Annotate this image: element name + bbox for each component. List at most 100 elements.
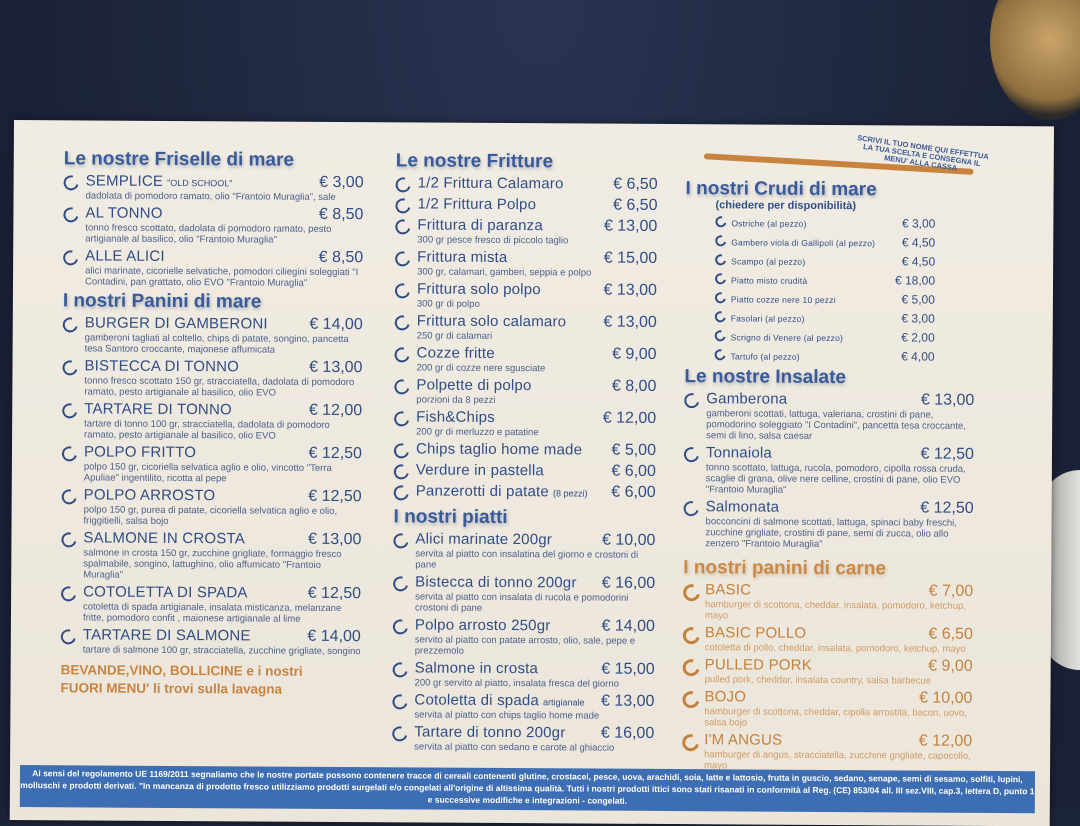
menu-item[interactable]: Tartufo (al pezzo) € 4,00 — [712, 346, 975, 366]
checkbox-circle-icon[interactable] — [389, 691, 411, 713]
checkbox-circle-icon[interactable] — [712, 347, 728, 363]
menu-item[interactable]: Cozze fritte € 9,00 200 gr di cozze nere… — [391, 344, 657, 375]
item-description: alici marinate, cicorielle selvatiche, p… — [84, 265, 359, 289]
menu-item[interactable]: Bistecca di tonno € 13,00 tonno fresco s… — [59, 357, 363, 399]
checkbox-circle-icon[interactable] — [712, 309, 728, 325]
checkbox-circle-icon[interactable] — [391, 440, 412, 462]
menu-item[interactable]: Tartare di salmone € 14,00 tartare di sa… — [58, 626, 361, 657]
checkbox-circle-icon[interactable] — [58, 529, 80, 551]
checkbox-circle-icon[interactable] — [59, 400, 80, 422]
menu-item[interactable]: Tonnaiola € 12,50 tonno scottato, lattug… — [681, 444, 974, 497]
menu-item[interactable]: Piatto cozze nere 10 pezzi € 5,00 — [712, 289, 975, 309]
menu-item[interactable]: Tartare di tonno € 12,00 tartare di tonn… — [59, 400, 362, 442]
checkbox-circle-icon[interactable] — [391, 408, 412, 430]
checkbox-circle-icon[interactable] — [681, 444, 702, 465]
menu-item[interactable]: Fasolari (al pezzo) € 3,00 — [712, 308, 975, 328]
checkbox-circle-icon[interactable] — [679, 656, 703, 680]
menu-item[interactable]: Polpo arrosto € 12,50 polpo 150 gr, pure… — [58, 486, 362, 528]
checkbox-circle-icon[interactable] — [680, 498, 702, 519]
menu-item[interactable]: Scrigno di Venere (al pezzo) € 2,00 — [712, 327, 975, 347]
menu-item[interactable]: Bojo € 10,00 hamburger di scottona, ched… — [679, 688, 973, 730]
menu-item[interactable]: Bistecca di tonno 200gr € 16,00 servita … — [390, 573, 655, 615]
menu-item[interactable]: Tartare di tonno 200gr € 16,00 servita a… — [389, 723, 654, 754]
checkbox-circle-icon[interactable] — [59, 443, 80, 465]
checkbox-circle-icon[interactable] — [681, 390, 703, 411]
checkbox-circle-icon[interactable] — [712, 328, 728, 344]
checkbox-circle-icon[interactable] — [392, 216, 414, 238]
checkbox-circle-icon[interactable] — [390, 530, 412, 552]
checkbox-circle-icon[interactable] — [392, 312, 413, 334]
menu-item[interactable]: Salmone in crosta € 15,00 200 gr servito… — [389, 659, 655, 690]
menu-item[interactable]: Frittura solo polpo € 13,00 300 gr di po… — [392, 280, 657, 311]
menu-item[interactable]: I'm Angus € 12,00 hamburger di angus, st… — [679, 731, 972, 773]
menu-item[interactable]: Polpo arrosto 250gr € 14,00 servito al p… — [390, 616, 655, 658]
menu-item[interactable]: Alici marinate 200gr € 10,00 servita al … — [390, 530, 655, 572]
checkbox-circle-icon[interactable] — [391, 344, 413, 366]
menu-item[interactable]: Piatto misto crudità € 18,00 — [713, 270, 975, 290]
checkbox-circle-icon[interactable] — [679, 688, 703, 712]
checkbox-circle-icon[interactable] — [391, 461, 412, 483]
checkbox-circle-icon[interactable] — [59, 357, 81, 379]
section-title: I nostri piatti — [393, 506, 508, 529]
menu-item[interactable]: 1/2 Frittura Polpo € 6,50 — [392, 195, 658, 217]
menu-item[interactable]: Gamberona € 13,00 gamberoni scottati, la… — [681, 390, 974, 443]
checkbox-circle-icon[interactable] — [60, 314, 81, 336]
menu-item[interactable]: Semplice "OLD SCHOOL" € 3,00 dadolata di … — [60, 172, 364, 203]
checkbox-circle-icon[interactable] — [392, 195, 414, 217]
menu-item[interactable]: Frittura mista € 15,00 300 gr, calamari,… — [392, 248, 657, 279]
checkbox-circle-icon[interactable] — [391, 482, 412, 504]
checkbox-circle-icon[interactable] — [392, 174, 414, 196]
menu-item[interactable]: Verdure in pastella € 6,00 — [391, 461, 656, 483]
item-description: servita al piatto con sedano e carote al… — [414, 741, 615, 754]
checkbox-circle-icon[interactable] — [712, 290, 728, 306]
drinks-note: BEVANDE,VINO, BOLLICINE e i nostri FUORI … — [60, 661, 360, 699]
checkbox-circle-icon[interactable] — [713, 214, 729, 230]
menu-item[interactable]: Scampo (al pezzo) € 4,50 — [713, 251, 975, 271]
menu-item[interactable]: Frittura di paranza € 13,00 300 gr pesce… — [392, 216, 657, 247]
checkbox-circle-icon[interactable] — [58, 583, 79, 605]
menu-item[interactable]: Salmone in crosta € 13,00 salmone in cro… — [58, 529, 361, 582]
checkbox-circle-icon[interactable] — [680, 581, 704, 605]
menu-item[interactable]: Alle alici € 8,50 alici marinate, cicori… — [60, 247, 363, 289]
menu-item[interactable]: Polpo fritto € 12,50 polpo 150 gr, cicor… — [59, 443, 362, 485]
menu-item[interactable]: 1/2 Frittura Calamaro € 6,50 — [392, 174, 658, 196]
menu-item[interactable]: Basic pollo € 6,50 cotoletta di pollo, c… — [679, 624, 973, 655]
checkbox-circle-icon[interactable] — [60, 247, 81, 269]
checkbox-circle-icon[interactable] — [390, 573, 411, 595]
menu-item[interactable]: Burger di gamberoni € 14,00 gamberoni ta… — [60, 314, 363, 356]
menu-item[interactable]: Ostriche (al pezzo) € 3,00 — [713, 213, 975, 233]
checkbox-circle-icon[interactable] — [679, 624, 703, 648]
checkbox-circle-icon[interactable] — [713, 233, 729, 249]
menu-item[interactable]: Fish&Chips € 12,00 200 gr di merluzzo e … — [391, 408, 656, 439]
checkbox-circle-icon[interactable] — [679, 731, 703, 755]
item-description: gamberoni scottati, lattuga, valeriana, … — [706, 408, 966, 442]
checkbox-circle-icon[interactable] — [713, 271, 729, 287]
menu-item[interactable]: Pulled pork € 9,00 pulled pork, cheddar,… — [679, 656, 973, 687]
item-name: Tartare di tonno — [84, 400, 232, 419]
menu-item[interactable]: Salmonata € 12,50 bocconcini di salmone … — [680, 498, 974, 551]
menu-item[interactable]: Cotoletta di spada artigianale € 13,00 se… — [389, 691, 655, 722]
checkbox-circle-icon[interactable] — [389, 659, 411, 681]
menu-item[interactable]: Gambero viola di Gallipoli (al pezzo) € … — [713, 232, 975, 252]
menu-item[interactable]: Polpette di polpo € 8,00 porzioni da 8 p… — [391, 376, 656, 407]
checkbox-circle-icon[interactable] — [60, 204, 82, 226]
menu-item[interactable]: Frittura solo calamaro € 13,00 250 gr di… — [392, 312, 657, 343]
checkbox-circle-icon[interactable] — [392, 280, 413, 302]
item-description: 300 gr di polpo — [416, 298, 480, 310]
checkbox-circle-icon[interactable] — [58, 486, 80, 508]
checkbox-circle-icon[interactable] — [391, 376, 413, 398]
menu-item[interactable]: Al tonno € 8,50 tonno fresco scottato, d… — [60, 204, 363, 246]
item-description: tonno scottato, lattuga, rucola, pomodor… — [705, 462, 966, 496]
checkbox-circle-icon[interactable] — [390, 616, 411, 638]
checkbox-circle-icon[interactable] — [60, 172, 82, 194]
checkbox-circle-icon[interactable] — [389, 723, 410, 745]
item-description: servito al piatto con patate arrosto, ol… — [414, 634, 636, 657]
menu-item[interactable]: Cotoletta di spada € 12,50 cotoletta di … — [58, 583, 361, 625]
checkbox-circle-icon[interactable] — [713, 252, 729, 268]
checkbox-circle-icon[interactable] — [392, 248, 413, 270]
column-right: I nostri Crudi di mare (chiedere per disp… — [679, 178, 976, 776]
menu-item[interactable]: Chips taglio home made € 5,00 — [391, 440, 656, 462]
menu-item[interactable]: Basic € 7,00 hamburger di scottona, ched… — [680, 581, 973, 623]
menu-item[interactable]: Panzerotti di patate (8 pezzi) € 6,00 — [391, 482, 656, 504]
checkbox-circle-icon[interactable] — [58, 626, 79, 648]
